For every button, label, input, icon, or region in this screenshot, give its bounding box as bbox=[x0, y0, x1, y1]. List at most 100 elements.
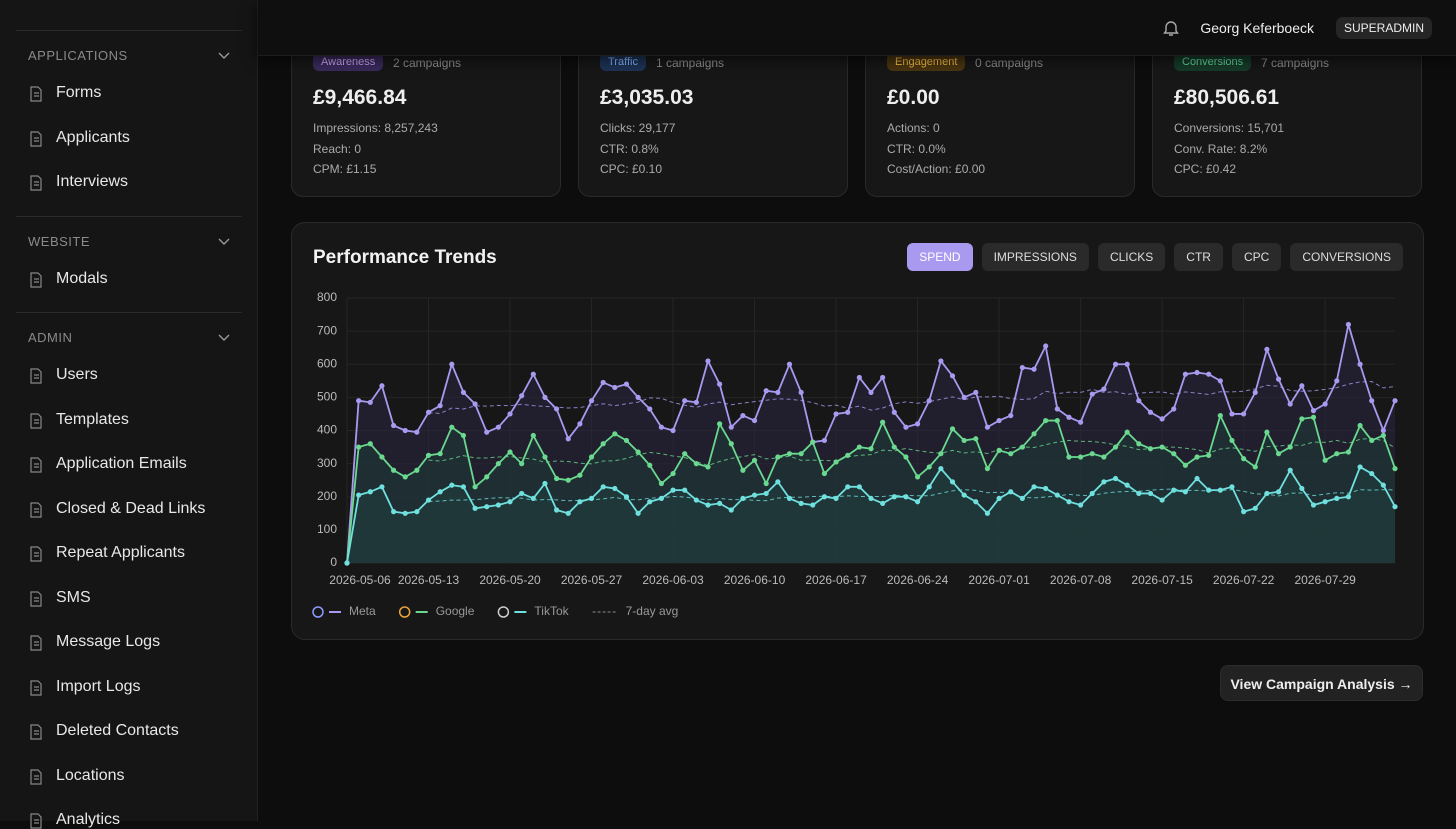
data-point bbox=[775, 479, 781, 485]
nav-item[interactable]: Locations bbox=[56, 766, 125, 784]
chevron[interactable] bbox=[218, 238, 230, 246]
y-tick-label: 400 bbox=[317, 423, 337, 437]
nav-item[interactable]: Forms bbox=[56, 84, 102, 101]
data-point bbox=[472, 401, 478, 407]
metric-tab[interactable]: CONVERSIONS bbox=[1290, 243, 1403, 271]
data-point bbox=[390, 509, 397, 515]
data-point bbox=[1322, 499, 1328, 505]
data-point bbox=[996, 417, 1002, 424]
data-point bbox=[507, 449, 513, 455]
data-point bbox=[1310, 408, 1317, 414]
metric-tab[interactable]: CTR bbox=[1174, 243, 1223, 271]
data-point bbox=[1345, 321, 1352, 328]
nav-item[interactable]: Interviews bbox=[56, 173, 129, 190]
data-point bbox=[472, 505, 478, 511]
data-point bbox=[530, 432, 536, 439]
data-point bbox=[1124, 429, 1130, 435]
icon-shape bbox=[30, 546, 42, 562]
nav-item[interactable]: Modals bbox=[56, 269, 108, 287]
data-point bbox=[495, 502, 501, 508]
user-name[interactable]: Georg Keferboeck bbox=[1200, 20, 1314, 36]
data-point bbox=[856, 444, 862, 450]
chevron[interactable] bbox=[218, 52, 230, 60]
nav-item[interactable]: Repeat Applicants bbox=[56, 544, 185, 561]
data-point bbox=[1008, 451, 1014, 457]
data-point bbox=[658, 495, 664, 502]
card-stat: Conversions: 15,701 bbox=[1174, 121, 1285, 135]
data-point bbox=[1392, 398, 1398, 404]
data-point bbox=[670, 487, 676, 493]
icon-shape bbox=[30, 457, 42, 473]
nav-item[interactable]: Templates bbox=[56, 410, 129, 428]
platform-icon bbox=[312, 606, 324, 618]
data-point bbox=[577, 499, 583, 505]
chevron[interactable] bbox=[218, 334, 230, 342]
x-tick-label: 2026-07-08 bbox=[1050, 573, 1112, 587]
data-point bbox=[1217, 378, 1223, 384]
data-point bbox=[600, 379, 606, 386]
data-point bbox=[763, 490, 769, 497]
icon-shape bbox=[30, 412, 42, 429]
data-point bbox=[1287, 467, 1293, 473]
data-point bbox=[565, 436, 571, 442]
data-point bbox=[1241, 509, 1247, 515]
data-point bbox=[1101, 386, 1107, 392]
data-point bbox=[1264, 490, 1270, 497]
data-point bbox=[600, 484, 606, 490]
metric-tab[interactable]: CLICKS bbox=[1097, 243, 1166, 271]
x-tick-label: 2026-06-03 bbox=[642, 573, 704, 587]
nav-item[interactable]: Application Emails bbox=[56, 455, 187, 472]
card-stat: CPC: £0.10 bbox=[600, 162, 663, 176]
data-point bbox=[717, 421, 723, 427]
card-stat: Clicks: 29,177 bbox=[600, 121, 676, 135]
data-point bbox=[1182, 489, 1188, 495]
data-point bbox=[996, 495, 1002, 502]
data-point bbox=[484, 504, 490, 510]
data-point bbox=[1031, 484, 1037, 490]
data-point bbox=[1264, 429, 1270, 435]
data-point bbox=[1101, 479, 1107, 485]
data-point bbox=[390, 467, 397, 473]
data-point bbox=[635, 394, 641, 400]
data-point bbox=[542, 394, 548, 400]
view-analysis-button[interactable]: View Campaign Analysis → bbox=[1220, 665, 1423, 701]
nav-item[interactable]: Closed & Dead Links bbox=[56, 499, 206, 517]
nav-item[interactable]: Import Logs bbox=[56, 677, 141, 695]
data-point bbox=[1194, 475, 1200, 482]
nav-item[interactable]: Applicants bbox=[56, 128, 130, 146]
objective-badge: Conversions bbox=[1174, 53, 1252, 71]
data-point bbox=[1066, 414, 1072, 420]
role-badge: SUPERADMIN bbox=[1335, 17, 1432, 39]
data-point bbox=[1299, 383, 1305, 389]
nav-item[interactable]: Analytics bbox=[56, 811, 121, 828]
data-point bbox=[728, 424, 734, 430]
data-point bbox=[973, 436, 979, 442]
data-point bbox=[984, 424, 991, 430]
nav-item[interactable]: Users bbox=[56, 366, 98, 383]
metric-tab[interactable]: CPC bbox=[1231, 243, 1282, 271]
item-icon bbox=[30, 813, 42, 829]
metric-tab[interactable]: SPEND bbox=[907, 243, 973, 271]
nav-item[interactable]: Deleted Contacts bbox=[56, 722, 179, 739]
data-point bbox=[1310, 502, 1317, 508]
data-point bbox=[1031, 366, 1037, 372]
data-point bbox=[530, 371, 536, 377]
data-point bbox=[507, 499, 513, 505]
x-tick-label: 2026-06-17 bbox=[805, 573, 867, 587]
item-icon bbox=[30, 271, 42, 288]
data-point bbox=[1182, 371, 1188, 377]
x-tick-label: 2026-07-22 bbox=[1213, 573, 1275, 587]
section-title: WEBSITE bbox=[28, 233, 91, 249]
data-point bbox=[1112, 361, 1119, 367]
nav-item[interactable]: Message Logs bbox=[56, 633, 161, 650]
metric-tab[interactable]: IMPRESSIONS bbox=[981, 243, 1089, 271]
y-tick-label: 0 bbox=[330, 555, 337, 569]
data-point bbox=[1217, 487, 1223, 493]
data-point bbox=[798, 451, 804, 457]
data-point bbox=[914, 421, 921, 427]
icon-shape bbox=[30, 501, 42, 518]
nav-item[interactable]: SMS bbox=[56, 588, 91, 606]
bell-icon[interactable] bbox=[1162, 19, 1180, 37]
data-point bbox=[705, 464, 711, 470]
data-point bbox=[414, 509, 420, 515]
